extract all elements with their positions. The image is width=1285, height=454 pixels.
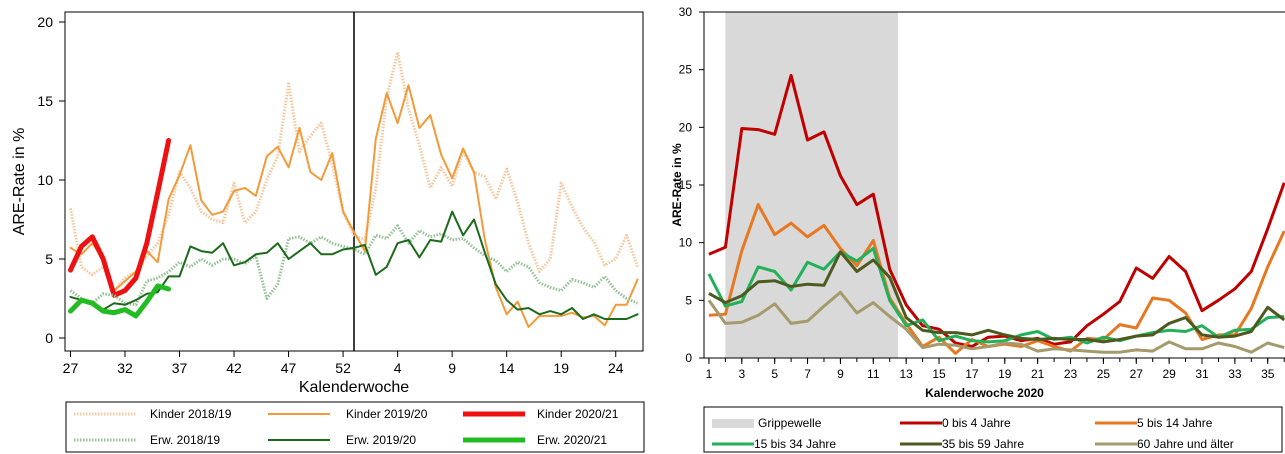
right-x-tick-label: 27 [1130,367,1144,381]
left-legend-label: Erw. 2018/19 [150,433,220,447]
right-y-tick-label: 15 [679,178,693,192]
right-x-tick-label: 1 [706,367,713,381]
right-legend-label: 5 bis 14 Jahre [1137,416,1213,430]
left-y-axis-label: ARE-Rate in % [11,128,28,236]
right-legend-label: 15 bis 34 Jahre [754,437,836,451]
left-series-line [68,138,172,298]
right-legend-label: Grippewelle [758,416,822,430]
right-legend-label: 0 bis 4 Jahre [942,416,1011,430]
right-x-tick-label: 21 [1031,367,1045,381]
left-series-line [69,224,639,307]
right-legend-label: 35 bis 59 Jahre [942,437,1024,451]
left-x-tick-label: 24 [608,360,624,376]
right-y-tick-label: 10 [679,236,693,250]
right-legend-label: 60 Jahre und älter [1137,437,1234,451]
right-x-tick-label: 23 [1064,367,1078,381]
left-x-tick-label: 47 [281,360,297,376]
right-x-tick-label: 7 [804,367,811,381]
left-x-tick-label: 42 [226,360,242,376]
left-legend-label: Kinder 2019/20 [346,407,428,421]
right-x-tick-label: 25 [1097,367,1111,381]
right-series-line [708,203,1285,355]
left-series-line [69,210,639,320]
left-y-tick-label: 5 [45,251,53,267]
grippewelle-band [725,12,898,358]
right-x-tick-label: 19 [998,367,1012,381]
right-y-tick-label: 0 [685,351,692,365]
left-legend-label: Kinder 2020/21 [537,407,619,421]
left-y-tick-label: 0 [45,330,53,346]
right-y-tick-label: 25 [679,63,693,77]
right-x-tick-label: 35 [1261,367,1275,381]
left-series-line [69,84,639,328]
left-x-tick-label: 14 [499,360,515,376]
left-y-tick-label: 15 [37,93,53,109]
right-legend-swatch [712,419,754,428]
left-chart: 0 5 10 15 20 27 32 37 42 47 52 4 9 14 19 24 Kalenderwoch… [11,11,645,453]
left-x-tick-label: 9 [448,360,456,376]
left-x-tick-label: 52 [335,360,351,376]
right-x-tick-label: 11 [867,367,880,381]
left-y-tick-label: 10 [37,172,53,188]
right-x-tick-label: 9 [837,367,844,381]
right-x-axis-label: Kalenderwoche 2020 [925,386,1044,400]
right-x-tick-label: 29 [1162,367,1176,381]
right-y-axis-label: ARE-Rate in % [670,143,684,227]
right-series-line [707,290,1285,354]
right-x-tick-label: 13 [899,367,913,381]
left-x-tick-label: 37 [172,360,188,376]
right-series-line [708,250,1285,344]
left-y-tick-label: 20 [37,14,53,30]
left-x-tick-label: 27 [63,360,79,376]
right-x-tick-label: 17 [965,367,979,381]
left-legend-label: Kinder 2018/19 [150,407,232,421]
left-x-tick-label: 32 [117,360,133,376]
right-x-tick-label: 31 [1195,367,1209,381]
right-x-tick-label: 5 [771,367,778,381]
left-series-line [68,283,172,319]
right-y-tick-label: 5 [685,293,692,307]
right-y-tick-label: 30 [679,5,693,19]
right-x-tick-label: 33 [1228,367,1242,381]
left-x-axis-label: Kalenderwoche [299,379,409,396]
right-series-line [708,73,1285,348]
right-series-line [707,246,1285,345]
left-series-line [69,50,639,293]
left-x-tick-label: 19 [553,360,569,376]
right-legend: Grippewelle 0 bis 4 Jahre 5 bis 14 Jahre 15… [703,406,1283,453]
left-legend: Kinder 2018/19 Kinder 2019/20 Kinder 2020/… [65,401,645,453]
left-legend-box [65,401,645,453]
right-x-tick-label: 15 [932,367,946,381]
right-legend-box [703,406,1283,453]
right-y-tick-label: 20 [679,120,693,134]
left-legend-label: Erw. 2019/20 [346,433,416,447]
left-x-tick-label: 4 [394,360,402,376]
right-x-tick-label: 3 [738,367,745,381]
left-legend-label: Erw. 2020/21 [537,433,607,447]
